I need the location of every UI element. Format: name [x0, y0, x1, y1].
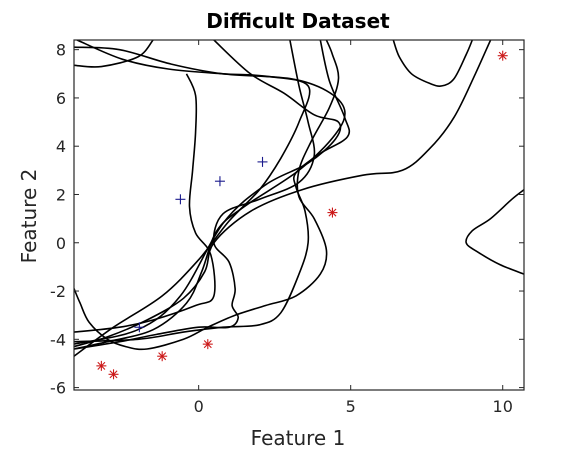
x-tick-label: 5 — [346, 397, 356, 416]
star-marker-2-2 — [327, 207, 338, 218]
x-axis-label: Feature 1 — [251, 426, 346, 450]
star-marker-2-5 — [96, 360, 107, 371]
y-tick-label: 8 — [56, 41, 66, 60]
y-tick-label: 0 — [56, 234, 66, 253]
decision-boundary-curve-5 — [74, 40, 316, 350]
decision-boundary-curve-8 — [74, 40, 340, 351]
data-points — [96, 50, 508, 380]
y-tick-label: -2 — [50, 282, 66, 301]
decision-boundary-curve-9 — [392, 40, 474, 87]
decision-boundary-curve-4 — [74, 46, 346, 350]
y-tick-label: -4 — [50, 330, 66, 349]
x-tick-label: 10 — [493, 397, 513, 416]
decision-boundary-curve-2 — [74, 40, 311, 357]
decision-boundary-curve-1 — [74, 40, 154, 68]
plus-marker-1-2 — [214, 176, 225, 187]
star-marker-2-4 — [157, 351, 168, 362]
axis-ticks: 0 5 10 -6 -4 -2 0 2 4 6 8 — [50, 40, 524, 416]
star-marker-2-3 — [202, 339, 213, 350]
plus-marker-1-1 — [175, 194, 186, 205]
plus-marker-1-4 — [134, 322, 145, 333]
y-tick-label: 4 — [56, 137, 66, 156]
decision-boundary-curve-3 — [74, 40, 342, 345]
y-tick-label: 2 — [56, 185, 66, 204]
x-tick-label: 0 — [194, 397, 204, 416]
y-axis-label: Feature 2 — [17, 169, 41, 264]
y-tick-label: -6 — [50, 379, 66, 398]
decision-boundaries — [74, 40, 524, 357]
chart-title: Difficult Dataset — [206, 9, 390, 33]
star-marker-2-6 — [108, 369, 119, 380]
y-tick-label: 6 — [56, 89, 66, 108]
decision-boundary-curve-10 — [74, 40, 492, 348]
plus-marker-1-3 — [257, 156, 268, 167]
decision-boundary-curve-7 — [74, 73, 216, 333]
plot-area-frame — [73, 39, 525, 391]
star-marker-2-1 — [497, 50, 508, 61]
decision-boundary-curve-11 — [465, 189, 524, 275]
